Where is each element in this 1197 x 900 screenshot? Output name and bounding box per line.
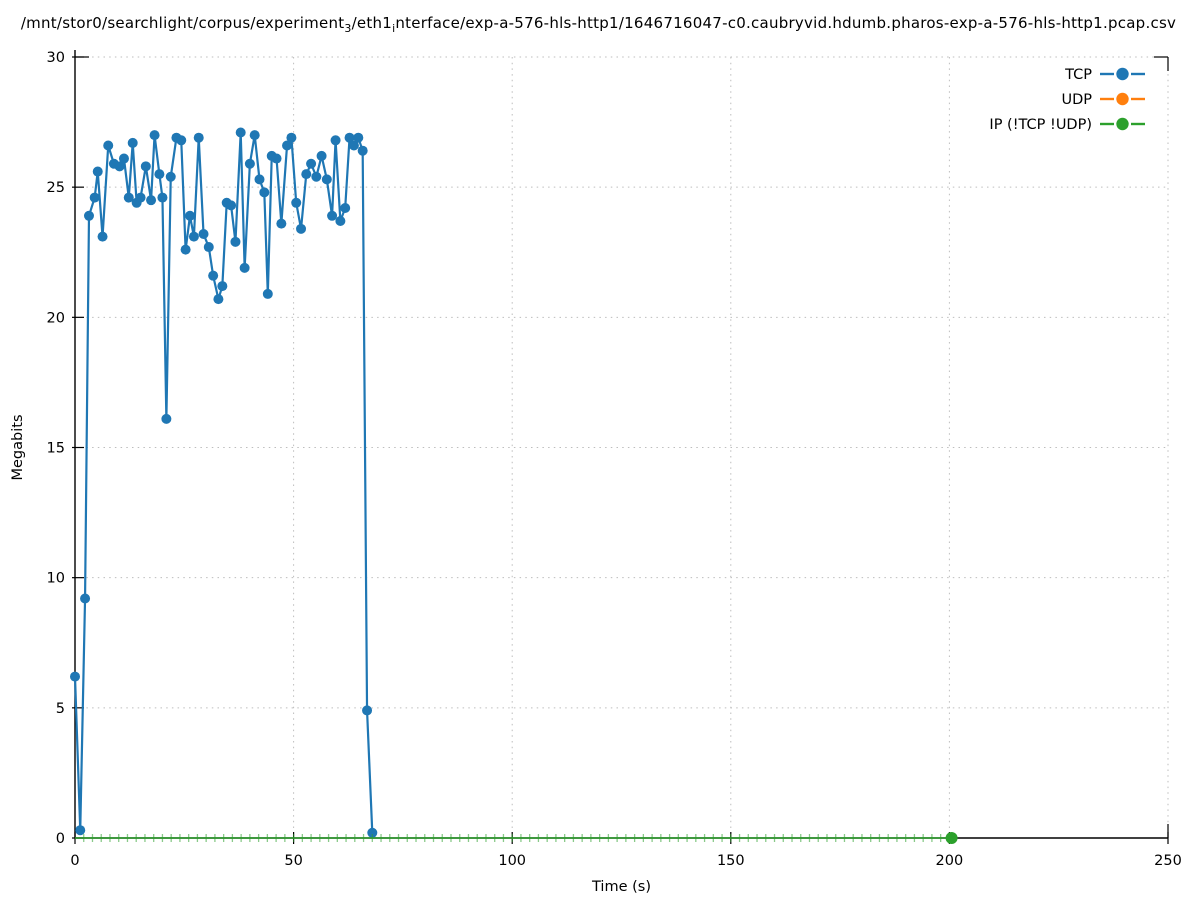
legend-label: TCP xyxy=(1064,67,1092,83)
data-point xyxy=(149,130,160,141)
data-point xyxy=(92,166,103,177)
data-point xyxy=(176,135,187,146)
data-point xyxy=(321,174,332,185)
data-point xyxy=(146,195,157,206)
y-tick-label: 5 xyxy=(56,701,65,717)
x-tick-label: 50 xyxy=(284,853,302,869)
data-point xyxy=(353,132,364,143)
data-point xyxy=(161,413,172,424)
data-point xyxy=(291,197,302,208)
data-point xyxy=(362,705,373,716)
data-point xyxy=(282,140,293,151)
data-point xyxy=(89,192,100,203)
data-point xyxy=(244,158,255,169)
data-point xyxy=(118,153,129,164)
series-tcp xyxy=(70,127,378,838)
data-point xyxy=(239,262,250,273)
data-point xyxy=(226,200,237,211)
data-point xyxy=(203,242,214,253)
data-point xyxy=(165,171,176,182)
data-point xyxy=(208,270,219,281)
data-point xyxy=(271,153,282,164)
x-tick-label: 0 xyxy=(70,853,79,869)
data-point xyxy=(154,169,165,180)
data-point xyxy=(330,135,341,146)
data-point xyxy=(254,174,265,185)
data-point xyxy=(945,832,958,844)
data-point xyxy=(80,593,91,604)
data-point xyxy=(114,161,125,172)
data-point xyxy=(286,132,297,143)
legend: TCP UDP IP (!TCP !UDP) xyxy=(989,67,1145,133)
data-point xyxy=(335,216,346,227)
legend-label: UDP xyxy=(1061,92,1092,108)
data-point xyxy=(340,202,351,213)
legend-marker-icon xyxy=(1116,117,1129,131)
data-point xyxy=(357,145,368,156)
data-point xyxy=(180,244,191,255)
data-point xyxy=(75,825,86,836)
axes xyxy=(72,50,1169,844)
data-point xyxy=(157,192,168,203)
data-point xyxy=(259,187,270,198)
tick-labels: 0 5 10 15 20 25 30 0 50 100 150 200 250 Time (s) Megab… xyxy=(10,50,1182,895)
data-point xyxy=(276,218,287,229)
x-tick-label: 100 xyxy=(498,853,526,869)
chart-title-part: i xyxy=(392,22,396,35)
legend-marker-icon xyxy=(1116,67,1129,81)
data-point xyxy=(367,827,378,838)
legend-marker-icon xyxy=(1116,92,1129,106)
data-point xyxy=(344,132,355,143)
y-tick-label: 0 xyxy=(56,831,65,847)
data-point xyxy=(327,210,338,221)
y-tick-label: 10 xyxy=(47,571,65,587)
data-point xyxy=(262,288,273,299)
data-point xyxy=(306,158,317,169)
data-point xyxy=(235,127,246,138)
data-point xyxy=(249,130,260,141)
data-point xyxy=(316,150,327,161)
y-tick-label: 15 xyxy=(47,441,65,457)
x-tick-label: 200 xyxy=(936,853,964,869)
x-axis-label: Time (s) xyxy=(591,879,651,895)
data-point xyxy=(311,171,322,182)
data-point xyxy=(184,210,195,221)
x-tick-label: 250 xyxy=(1154,853,1182,869)
data-point xyxy=(103,140,114,151)
data-point xyxy=(296,223,307,234)
data-point xyxy=(97,231,108,242)
x-tick-label: 150 xyxy=(717,853,745,869)
data-point xyxy=(123,192,134,203)
data-point xyxy=(217,281,228,292)
data-point xyxy=(213,294,224,305)
data-point xyxy=(127,137,138,148)
y-tick-label: 25 xyxy=(47,180,65,196)
data-point xyxy=(193,132,204,143)
chart-title-part: 3 xyxy=(344,22,352,35)
data-point xyxy=(301,169,312,180)
chart-title-part: /mnt/stor0/searchlight/corpus/experiment xyxy=(20,14,345,32)
series-ip-tcp-udp xyxy=(75,832,958,844)
data-point xyxy=(135,192,146,203)
data-point xyxy=(140,161,151,172)
data-point xyxy=(348,140,359,151)
data-point xyxy=(188,231,199,242)
chart-title: /mnt/stor0/searchlight/corpus/experiment… xyxy=(0,14,1197,35)
chart-title-part: nterface/exp-a-576-hls-http1/1646716047-… xyxy=(395,14,1177,32)
data-point xyxy=(198,229,209,240)
y-tick-label: 20 xyxy=(47,310,65,326)
data-point xyxy=(230,236,241,247)
legend-label: IP (!TCP !UDP) xyxy=(989,117,1092,133)
chart-title-part: /eth1 xyxy=(351,14,393,32)
y-tick-label: 30 xyxy=(47,50,65,66)
data-point xyxy=(83,210,94,221)
data-point xyxy=(70,671,80,682)
y-axis-label: Megabits xyxy=(10,415,26,481)
grid-lines xyxy=(75,56,1169,838)
